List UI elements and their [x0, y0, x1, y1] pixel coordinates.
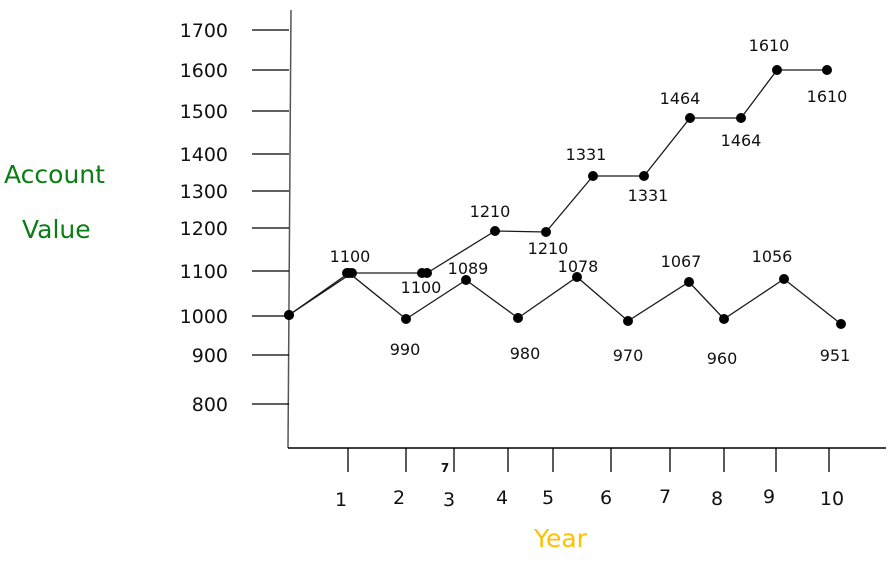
- data-point-marker: [541, 227, 551, 237]
- data-point-marker: [836, 319, 846, 329]
- y-tick-label: 1600: [180, 60, 228, 82]
- data-label: 951: [820, 346, 851, 365]
- data-label: 960: [707, 349, 738, 368]
- series-line: [288, 69, 827, 316]
- data-label: 1067: [661, 252, 702, 271]
- data-point-marker: [822, 65, 832, 75]
- data-point-marker: [284, 310, 294, 320]
- data-point-marker: [513, 313, 523, 323]
- data-label: 1100: [330, 247, 371, 266]
- y-tick-label: 1500: [180, 101, 228, 123]
- x-tick-label: 3: [443, 489, 455, 511]
- data-label: 1089: [448, 259, 489, 278]
- data-label: 1610: [807, 87, 848, 106]
- data-point-marker: [684, 277, 694, 287]
- y-tick-label: 900: [192, 345, 228, 367]
- data-label: 1331: [566, 145, 607, 164]
- data-label: 1056: [752, 247, 793, 266]
- x-tick-label: 4: [496, 487, 508, 509]
- y-tick-label: 1700: [180, 20, 228, 42]
- y-axis-line: [287, 9, 292, 449]
- data-series: [284, 65, 846, 329]
- data-point-marker: [772, 65, 782, 75]
- x-axis-title: Year: [534, 524, 587, 553]
- x-tick-label: 10: [820, 488, 844, 510]
- y-tick-label: 1200: [180, 218, 228, 240]
- data-labels: 1100 1210 1210 1331 1331 1464 1464 1610 1610 1100…: [330, 36, 851, 368]
- data-label: 990: [390, 340, 421, 359]
- series-line: [288, 272, 842, 325]
- y-tick-label: 800: [192, 394, 228, 416]
- y-tick-label: 1400: [180, 144, 228, 166]
- data-label: 1210: [528, 239, 569, 258]
- x-tick-label: 6: [600, 487, 612, 509]
- data-point-marker: [401, 314, 411, 324]
- data-point-marker: [623, 316, 633, 326]
- data-label: 1464: [660, 89, 701, 108]
- data-label: 1100: [401, 278, 442, 297]
- x-tick-label: 9: [763, 486, 775, 508]
- x-tick-label: 7: [659, 486, 671, 508]
- data-point-marker: [344, 268, 354, 278]
- y-tick-label: 1100: [180, 261, 228, 283]
- data-label: 980: [510, 344, 541, 363]
- data-point-marker: [719, 314, 729, 324]
- x-ticks: 1 2 3 4 5 6 7 8 9 10 7: [335, 448, 844, 511]
- y-axis-title-line-1: Account: [4, 160, 105, 189]
- data-label: 1610: [749, 36, 790, 55]
- y-tick-label: 1300: [180, 181, 228, 203]
- data-point-marker: [685, 113, 695, 123]
- y-ticks: 1700 1600 1500 1400 1300 1200 1100 1000 900 800: [180, 20, 289, 416]
- y-tick-label: 1000: [180, 306, 228, 328]
- data-point-marker: [588, 171, 598, 181]
- axes: [287, 9, 886, 449]
- x-tick-label: 8: [711, 488, 723, 510]
- x-tick-label: 1: [335, 489, 347, 511]
- stray-annotation: 7: [441, 461, 449, 475]
- data-point-marker: [572, 272, 582, 282]
- data-point-marker: [779, 274, 789, 284]
- data-label: 1210: [470, 202, 511, 221]
- data-label: 1331: [628, 186, 669, 205]
- data-label: 1078: [558, 257, 599, 276]
- y-axis-title-line-2: Value: [22, 215, 91, 244]
- data-point-marker: [736, 113, 746, 123]
- x-tick-label: 2: [393, 487, 405, 509]
- data-label: 1464: [721, 131, 762, 150]
- data-label: 970: [613, 346, 644, 365]
- data-point-marker: [490, 226, 500, 236]
- data-point-marker: [461, 275, 471, 285]
- x-tick-label: 5: [542, 487, 554, 509]
- data-point-marker: [417, 268, 427, 278]
- data-point-marker: [639, 171, 649, 181]
